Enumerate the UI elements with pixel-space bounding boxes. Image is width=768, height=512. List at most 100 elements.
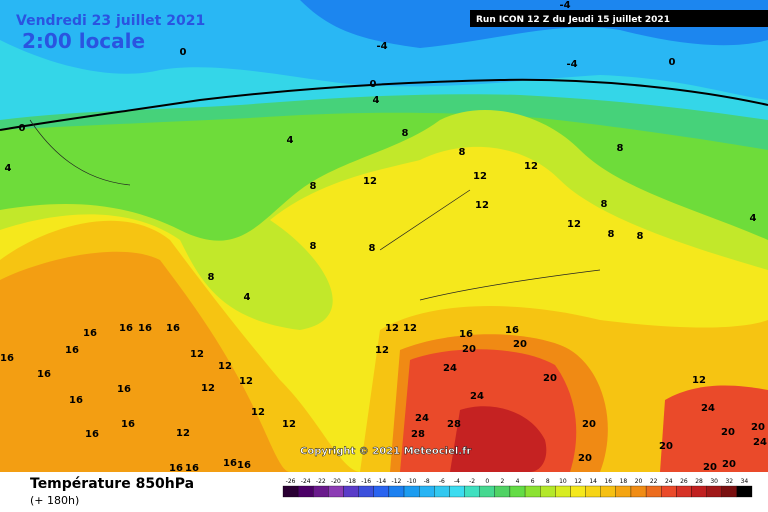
scale-label: 12 — [574, 478, 582, 485]
contour-label: 8 — [402, 128, 409, 139]
scale-label: 4 — [516, 478, 520, 485]
scale-label: 20 — [635, 478, 643, 485]
contour-label: 16 — [37, 369, 51, 380]
contour-label: 8 — [608, 229, 615, 240]
contour-label: 16 — [237, 460, 251, 471]
scale-label: 16 — [604, 478, 612, 485]
contour-label: -4 — [566, 59, 577, 70]
scale-swatch — [555, 485, 571, 498]
scale-label: 28 — [695, 478, 703, 485]
scale-swatch — [509, 485, 526, 498]
contour-label: 0 — [180, 47, 187, 58]
scale-label: 10 — [559, 478, 567, 485]
scale-label: -24 — [301, 478, 311, 485]
scale-label: -12 — [392, 478, 402, 485]
contour-label: 8 — [208, 272, 215, 283]
scale-swatch — [403, 485, 420, 498]
contour-label: 12 — [403, 323, 417, 334]
zero-isotherm — [0, 78, 768, 131]
hot-west — [0, 251, 290, 472]
contour-label: 12 — [385, 323, 399, 334]
scale-swatch — [585, 485, 601, 498]
contour-label: 16 — [459, 329, 473, 340]
contour-label: 20 — [751, 422, 765, 433]
scale-label: 22 — [650, 478, 658, 485]
contour-label: 20 — [722, 459, 736, 470]
contour-label: 8 — [369, 243, 376, 254]
scale-swatch — [630, 485, 647, 498]
contour-label: 16 — [223, 458, 237, 469]
contour-label: 16 — [83, 328, 97, 339]
contour-label: 12 — [201, 383, 215, 394]
contour-label: 20 — [721, 427, 735, 438]
contour-label: 8 — [637, 231, 644, 242]
scale-label: -8 — [424, 478, 430, 485]
heat-east — [660, 385, 768, 472]
contour-label: 12 — [375, 345, 389, 356]
scale-label: -20 — [331, 478, 341, 485]
scale-swatch — [540, 485, 556, 498]
contour-label: -4 — [559, 0, 570, 11]
contour-label: 16 — [85, 429, 99, 440]
scale-label: 32 — [725, 478, 733, 485]
scale-label: 18 — [620, 478, 628, 485]
contour-label: 16 — [185, 463, 199, 474]
scale-swatch — [434, 485, 450, 498]
contour-label: 24 — [443, 363, 457, 374]
scale-label: -16 — [361, 478, 371, 485]
map — [0, 0, 768, 473]
scale-swatch — [570, 485, 586, 498]
contour-label: 28 — [411, 429, 425, 440]
contour-label: 16 — [119, 323, 133, 334]
contour-label: 16 — [69, 395, 83, 406]
scale-swatch — [676, 485, 692, 498]
contour-label: 20 — [513, 339, 527, 350]
heat-peak — [450, 406, 547, 472]
scale-swatch — [494, 485, 511, 498]
scale-label: 0 — [485, 478, 489, 485]
scale-swatch — [449, 485, 465, 498]
contour-label: 16 — [121, 419, 135, 430]
contour-label: 4 — [750, 213, 757, 224]
scale-swatch — [343, 485, 359, 498]
scale-label: -18 — [346, 478, 356, 485]
scale-label: -2 — [469, 478, 475, 485]
contour-label: 12 — [363, 176, 377, 187]
scale-swatch — [691, 485, 707, 498]
valid-time: 2:00 locale — [22, 29, 145, 53]
contour-label: 0 — [370, 79, 377, 90]
scale-label: -26 — [286, 478, 296, 485]
scale-swatch — [419, 485, 435, 498]
scale-swatch — [706, 485, 722, 498]
contour-label: 12 — [218, 361, 232, 372]
run-info: Run ICON 12 Z du Jeudi 15 juillet 2021 — [476, 15, 670, 25]
scale-swatch — [358, 485, 374, 498]
contour-label: 0 — [669, 57, 676, 68]
contour-label: 20 — [543, 373, 557, 384]
contour-label: 16 — [169, 463, 183, 474]
scale-swatch — [721, 485, 738, 498]
scale-label: 8 — [546, 478, 550, 485]
contour-label: 20 — [703, 462, 717, 473]
scale-label: 14 — [589, 478, 597, 485]
scale-label: 30 — [710, 478, 718, 485]
color-scale: -26 -24 -22 -20 -18 -16 -14 -12 -10 -8 -6 -4 -2 0 2 4 6 8… — [282, 478, 753, 498]
scale-swatch — [297, 485, 314, 498]
contour-label: 12 — [524, 161, 538, 172]
contour-label: 24 — [753, 437, 767, 448]
contour-label: 12 — [282, 419, 296, 430]
contour-label: 4 — [5, 163, 12, 174]
scale-swatch — [661, 485, 677, 498]
scale-label: 26 — [680, 478, 688, 485]
valid-date: Vendredi 23 juillet 2021 — [16, 13, 205, 29]
scale-swatch — [373, 485, 390, 498]
scale-swatch — [645, 485, 662, 498]
copyright: Copyright © 2021 Meteociel.fr — [300, 446, 471, 457]
contour-label: 28 — [447, 419, 461, 430]
scale-label: 2 — [500, 478, 504, 485]
lead-time: (+ 180h) — [30, 494, 79, 507]
contour-label: 20 — [582, 419, 596, 430]
contour-label: 4 — [373, 95, 380, 106]
